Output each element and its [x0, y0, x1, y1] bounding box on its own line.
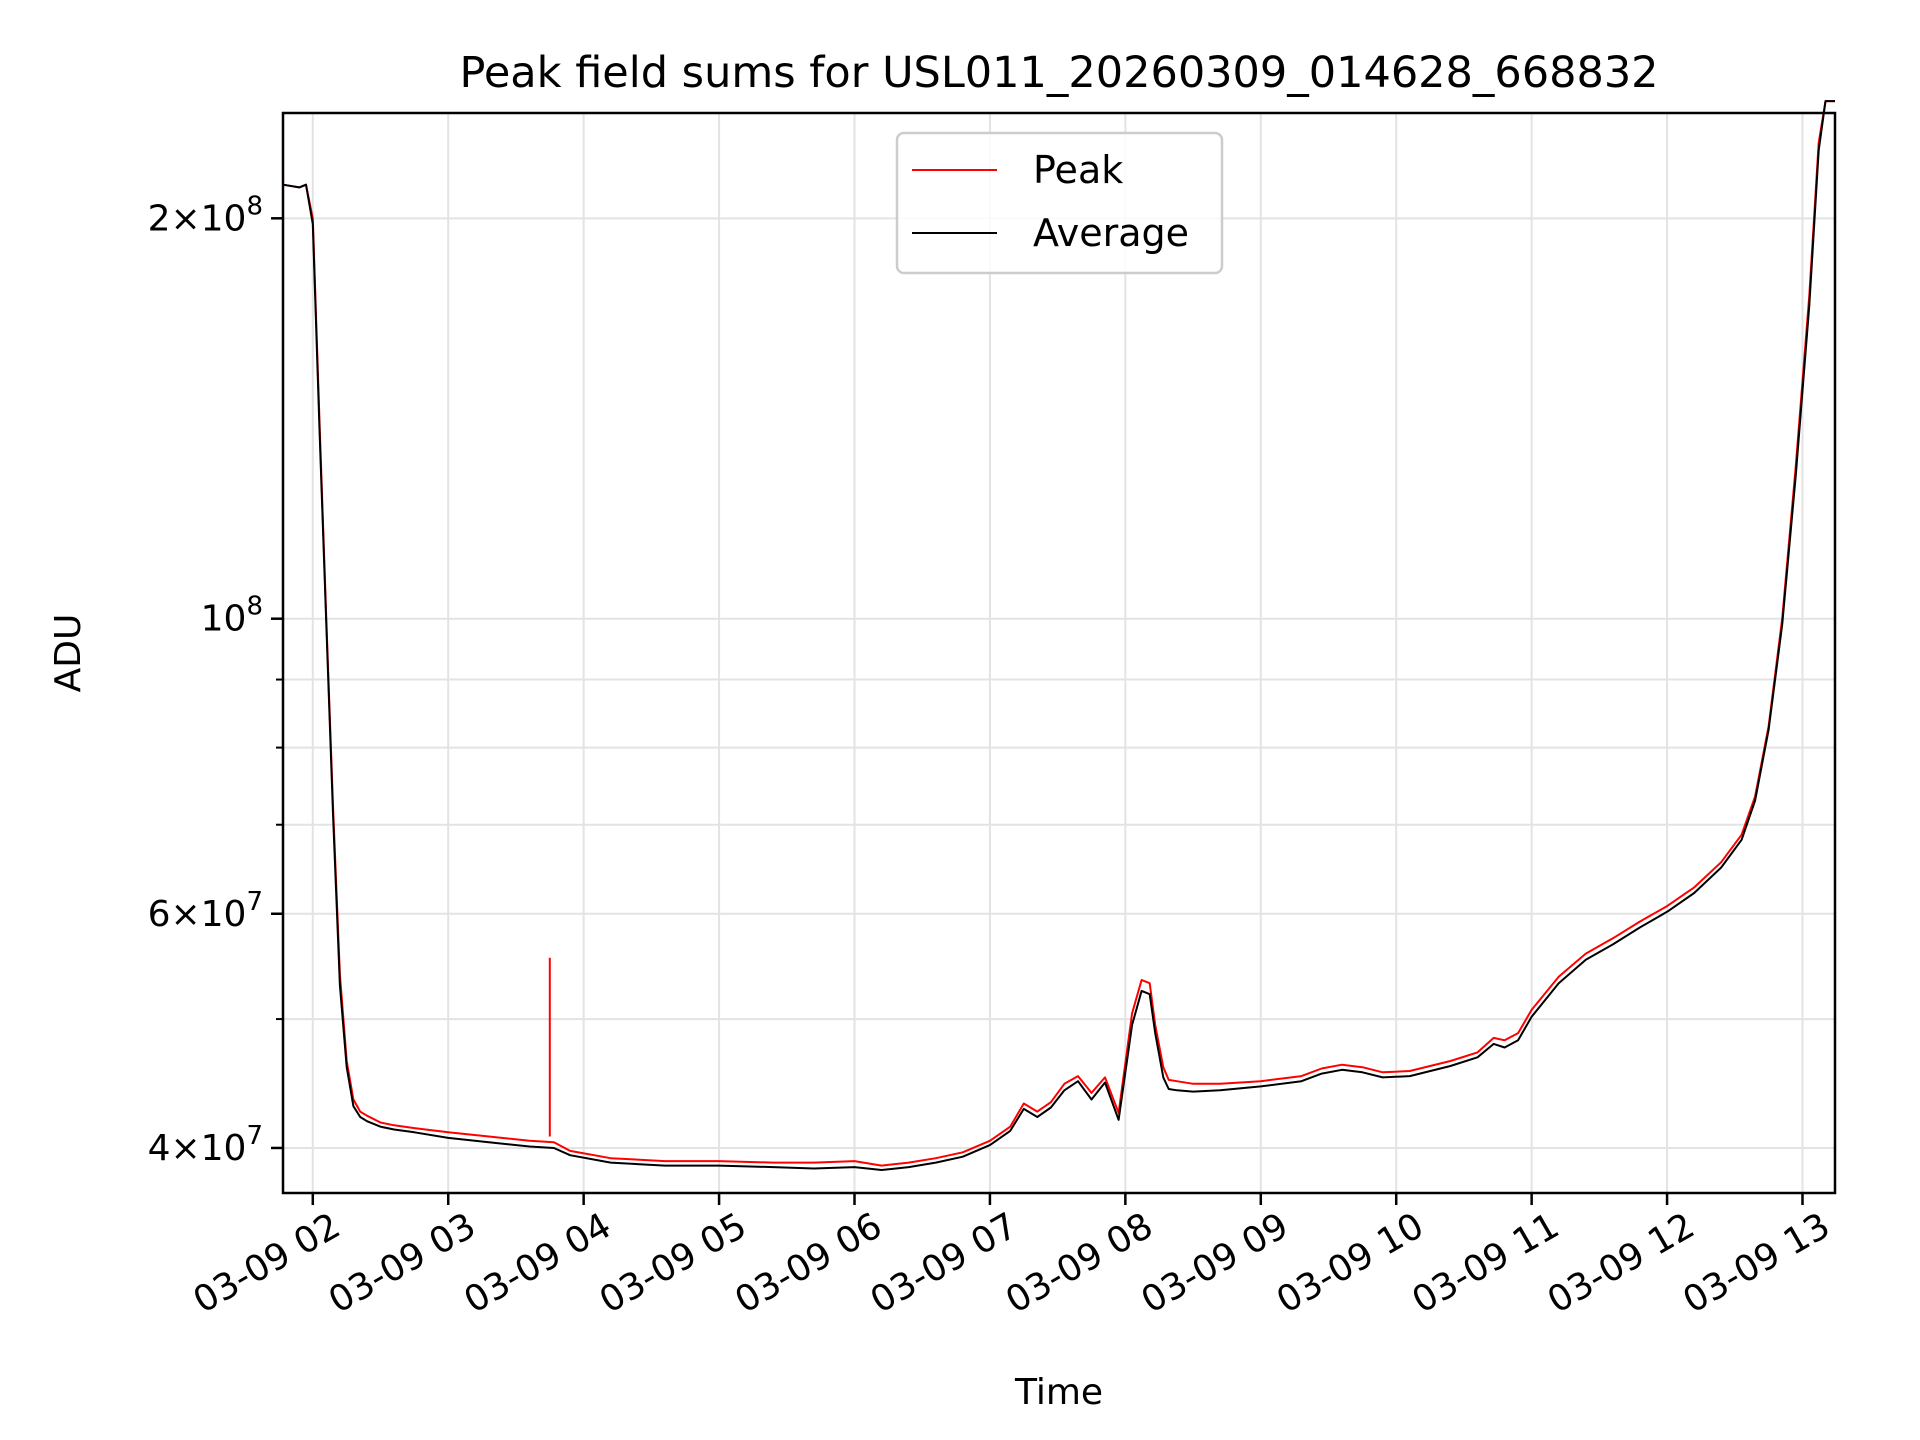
legend: Peak Average: [895, 131, 1224, 275]
peak-series-line: [282, 100, 1835, 1167]
legend-peak-label: Peak: [1033, 148, 1123, 192]
grid: [283, 113, 1835, 1193]
y-tick-label: 6×107: [148, 887, 263, 935]
y-axis-label: ADU: [48, 614, 89, 693]
average-series-line: [282, 100, 1835, 1171]
plot-frame: [281, 111, 1837, 1195]
y-tick-label: 2×108: [148, 191, 263, 239]
legend-box: [895, 131, 1224, 275]
x-axis-label: Time: [1014, 1372, 1103, 1413]
y-tick-label: 4×107: [148, 1121, 263, 1169]
plot-lines: [282, 100, 1835, 1171]
chart-title: Peak field sums for USL011_20260309_0146…: [459, 48, 1658, 98]
legend-average-label: Average: [1033, 211, 1189, 255]
y-tick-label: 108: [201, 592, 263, 640]
